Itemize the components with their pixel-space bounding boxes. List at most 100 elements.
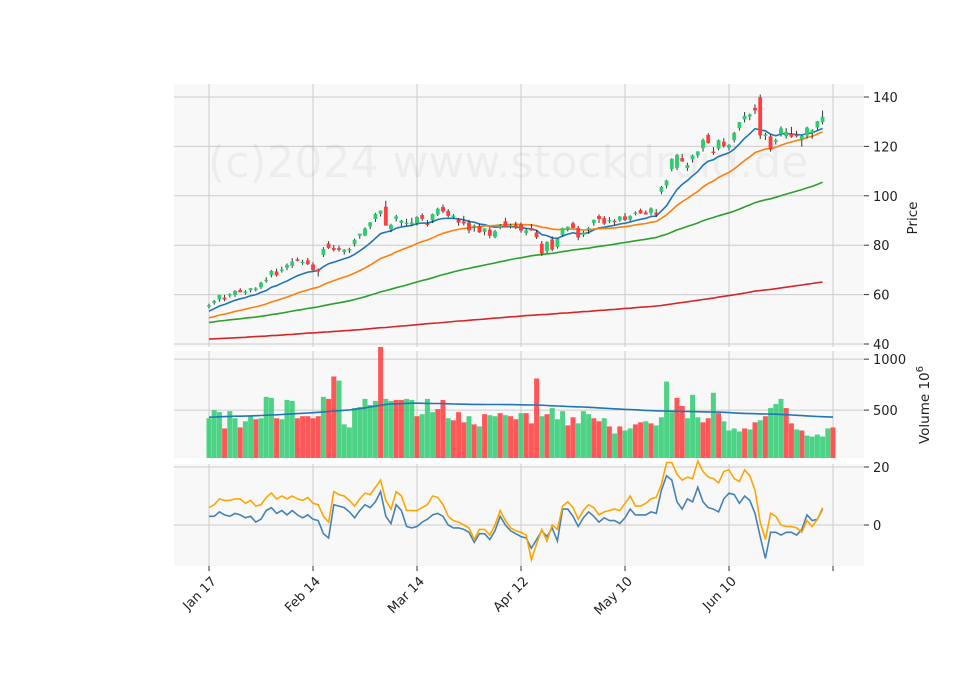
volume-bar bbox=[424, 398, 430, 458]
candle-body bbox=[472, 225, 477, 228]
volume-bar bbox=[242, 421, 248, 458]
volume-bar bbox=[799, 430, 805, 458]
volume-bar bbox=[591, 418, 597, 458]
volume-bar bbox=[440, 399, 446, 458]
volume-bar bbox=[450, 420, 456, 458]
volume-bar bbox=[809, 436, 815, 458]
volume-bar bbox=[331, 376, 337, 458]
candle-body bbox=[768, 136, 773, 150]
volume-bar bbox=[705, 418, 711, 458]
volume-bar bbox=[471, 424, 477, 458]
candle-body bbox=[316, 269, 321, 272]
candle-body bbox=[519, 224, 523, 231]
volume-bar bbox=[216, 412, 222, 458]
volume-bar bbox=[653, 425, 659, 458]
candle-body bbox=[378, 210, 383, 214]
candle-body bbox=[212, 300, 217, 303]
volume-bar bbox=[820, 436, 826, 458]
x-tick-label: May 10 bbox=[592, 574, 636, 618]
candle-body bbox=[259, 282, 263, 288]
volume-bar bbox=[289, 400, 295, 458]
candle-body bbox=[508, 225, 513, 227]
candle-body bbox=[617, 216, 622, 221]
volume-bar bbox=[622, 430, 628, 458]
candle-body bbox=[591, 219, 596, 223]
volume-bar bbox=[575, 423, 581, 458]
volume-bar bbox=[596, 421, 602, 458]
price-tick-label: 140 bbox=[873, 91, 898, 106]
candle-body bbox=[695, 151, 700, 156]
candle-body bbox=[321, 248, 326, 255]
moving-average-line bbox=[208, 281, 823, 340]
volume-bar bbox=[409, 399, 415, 458]
x-tick-label: Jun 10 bbox=[700, 574, 740, 614]
volume-bar bbox=[206, 418, 212, 458]
volume-bar bbox=[352, 408, 358, 458]
candle-body bbox=[555, 238, 560, 247]
volume-bar bbox=[627, 428, 633, 458]
price-tick-label: 120 bbox=[873, 140, 898, 155]
volume-bar bbox=[726, 430, 732, 458]
candle-body bbox=[269, 270, 274, 276]
volume-bar bbox=[326, 398, 332, 458]
candle-body bbox=[227, 294, 232, 296]
volume-bar bbox=[482, 414, 488, 458]
volume-bar bbox=[237, 427, 243, 458]
volume-bar bbox=[638, 422, 644, 458]
volume-bar bbox=[367, 405, 373, 458]
volume-bar bbox=[606, 426, 612, 458]
candle-body bbox=[716, 140, 721, 149]
candle-body bbox=[539, 243, 544, 254]
candle-body bbox=[467, 222, 471, 231]
candle-body bbox=[685, 164, 690, 169]
volume-bar bbox=[263, 396, 269, 458]
candle-body bbox=[217, 294, 222, 300]
candle-body bbox=[815, 121, 820, 128]
volume-bar bbox=[586, 414, 592, 458]
candle-body bbox=[732, 133, 737, 141]
price-tick-label: 40 bbox=[873, 338, 890, 353]
x-tick-label: Mar 14 bbox=[385, 574, 428, 617]
candle-body bbox=[690, 155, 695, 160]
volume-bar bbox=[435, 409, 441, 458]
candle-body bbox=[701, 140, 705, 149]
volume-bar bbox=[679, 406, 685, 458]
candle-body bbox=[623, 216, 627, 220]
candle-body bbox=[498, 225, 503, 228]
candle-body bbox=[305, 260, 310, 265]
volume-bar bbox=[804, 435, 810, 458]
candle-body bbox=[794, 134, 799, 137]
candle-body bbox=[285, 265, 289, 268]
volume-bar bbox=[731, 428, 737, 458]
volume-bar bbox=[336, 380, 342, 458]
volume-bar bbox=[404, 398, 410, 458]
volume-bar bbox=[461, 422, 467, 458]
volume-bar bbox=[248, 416, 254, 458]
volume-bar bbox=[279, 419, 285, 458]
candle-body bbox=[243, 291, 248, 294]
volume-bar bbox=[560, 411, 566, 458]
volume-bar bbox=[383, 398, 389, 458]
candle-body bbox=[581, 232, 586, 235]
volume-bar bbox=[757, 420, 763, 458]
candle-body bbox=[669, 158, 674, 170]
volume-bar bbox=[445, 418, 451, 458]
volume-bar bbox=[762, 416, 768, 458]
candle-body bbox=[477, 225, 482, 233]
candle-body bbox=[503, 221, 508, 227]
volume-bar bbox=[570, 417, 576, 458]
volume-bar bbox=[778, 398, 784, 458]
candle-body bbox=[810, 130, 815, 134]
volume-bar bbox=[268, 397, 274, 458]
volume-bar bbox=[783, 408, 789, 458]
volume-bar bbox=[742, 428, 748, 458]
candle-body bbox=[638, 210, 643, 214]
price-panel-background bbox=[174, 84, 864, 347]
volume-bar bbox=[284, 399, 290, 458]
candle-body bbox=[415, 217, 419, 224]
candle-body bbox=[451, 215, 456, 218]
volume-bar bbox=[768, 408, 774, 458]
candle-body bbox=[513, 224, 518, 228]
volume-bar bbox=[300, 416, 306, 458]
